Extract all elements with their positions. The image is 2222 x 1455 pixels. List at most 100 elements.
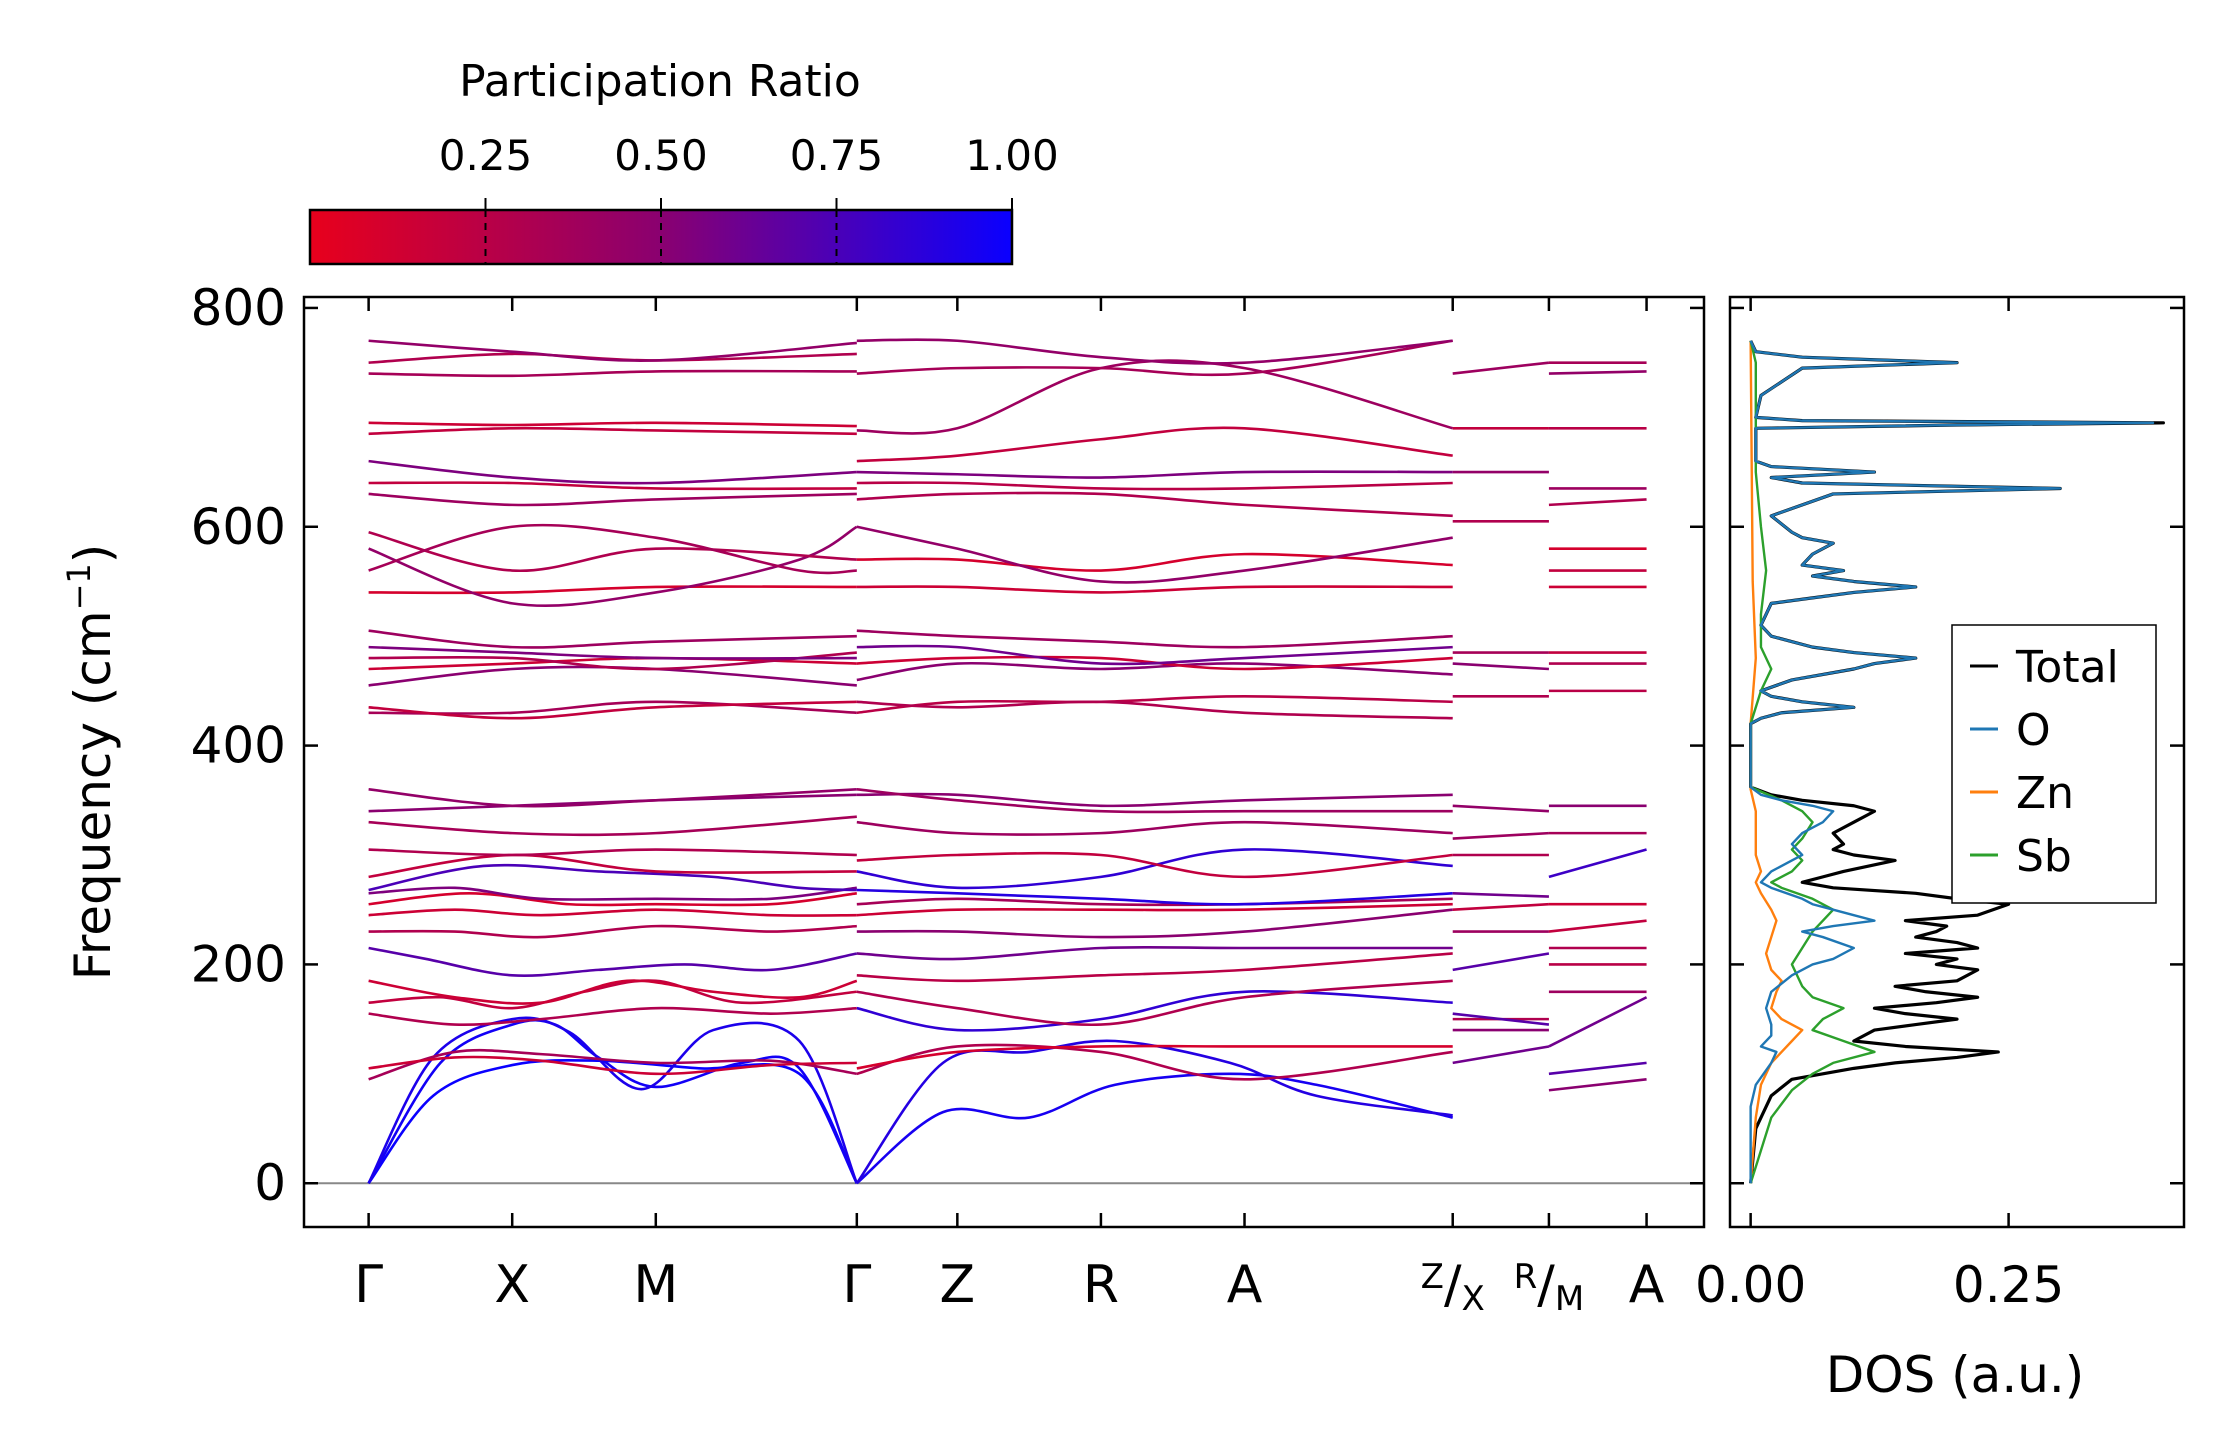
y-tick-label: 800 — [191, 279, 286, 337]
dos-series-zn — [1749, 340, 1804, 1184]
phonon-band — [856, 661, 1453, 682]
k-point-label: R — [1083, 1255, 1119, 1315]
phonon-band — [368, 1055, 857, 1076]
phonon-band — [1452, 361, 1550, 375]
y-axis-label: Frequency (cm−1) — [60, 544, 122, 981]
phonon-band — [367, 1016, 859, 1184]
phonon-band — [368, 700, 857, 720]
phonon-band — [1452, 952, 1550, 972]
phonon-band — [368, 665, 857, 687]
phonon-band — [368, 815, 857, 837]
colorbar: Participation Ratio 0.25 0.50 0.75 1.00 — [308, 56, 1059, 266]
phonon-band — [856, 1043, 1453, 1081]
phonon-band — [368, 848, 857, 857]
dos-panel: 0.00 0.25 DOS (a.u.) Total O Zn Sb — [1695, 295, 2186, 1404]
colorbar-ticks: 0.25 0.50 0.75 1.00 — [439, 131, 1059, 264]
phonon-band — [856, 585, 1453, 594]
phonon-band — [856, 897, 1453, 907]
phonon-band — [856, 792, 1453, 808]
dos-x-tick-label: 0.00 — [1695, 1256, 1806, 1314]
dos-curves — [1749, 340, 2165, 1184]
y-tick-label: 200 — [191, 935, 286, 993]
phonon-band — [1452, 891, 1549, 898]
phonon-band — [856, 552, 1453, 572]
band-axes-frame — [302, 295, 1706, 1229]
dos-x-axis-label: DOS (a.u.) — [1826, 1346, 2085, 1404]
phonon-band — [368, 979, 858, 1005]
colorbar-tick-label: 0.75 — [790, 131, 884, 180]
k-point-label: Z — [940, 1255, 976, 1315]
split-label-upper: R — [1514, 1257, 1538, 1297]
phonon-band — [368, 886, 857, 901]
phonon-band — [856, 491, 1453, 518]
phonon-band — [368, 651, 857, 671]
phonon-band — [368, 788, 857, 808]
y-axis-label-close: ) — [64, 544, 122, 564]
phonon-band — [855, 1072, 1454, 1185]
phonon-band — [856, 481, 1453, 491]
phonon-band — [368, 946, 858, 977]
legend-box — [1951, 624, 2157, 904]
phonon-band — [856, 820, 1453, 836]
split-label-slash: / — [1444, 1255, 1462, 1315]
dos-axes-frame — [1728, 295, 2186, 1229]
split-label-slash: / — [1537, 1255, 1555, 1315]
legend-label: Total — [2015, 642, 2119, 693]
phonon-band — [856, 339, 1453, 377]
phonon-band — [856, 1044, 1453, 1070]
dos-legend: Total O Zn Sb — [1951, 624, 2157, 904]
phonon-band — [368, 1006, 857, 1027]
phonon-band — [856, 990, 1453, 1032]
phonon-band — [368, 369, 857, 378]
phonon-band — [856, 359, 1454, 435]
legend-label: Sb — [2016, 831, 2072, 882]
phonon-band — [856, 655, 1453, 671]
phonon-band — [1548, 1077, 1647, 1092]
phonon-band — [1548, 1061, 1647, 1076]
k-path-labels: Γ X M Γ Z R A AZ/XR/M — [354, 1255, 1665, 1319]
phonon-band — [856, 979, 1453, 1027]
split-label-lower: X — [1461, 1279, 1484, 1319]
phonon-band — [1452, 662, 1549, 671]
phonon-band — [368, 891, 857, 907]
dos-y-ticks — [1730, 306, 2184, 1185]
phonon-band — [368, 908, 857, 917]
phonon-band — [368, 523, 857, 575]
phonon-band — [1548, 848, 1647, 879]
phonon-band — [856, 525, 1453, 584]
phonon-band — [368, 585, 857, 595]
phonon-band — [1548, 370, 1647, 375]
phonon-band — [368, 629, 857, 649]
phonon-band — [856, 788, 1453, 814]
k-point-label: A — [1629, 1255, 1665, 1315]
phonon-band — [368, 339, 857, 362]
phonon-band — [1548, 919, 1647, 933]
phonon-bands — [367, 338, 1648, 1185]
k-point-label: M — [633, 1255, 678, 1315]
phonon-band — [368, 645, 857, 660]
phonon-band — [1452, 1045, 1550, 1065]
k-point-split-label: Z/X — [1421, 1255, 1485, 1319]
dos-x-tick-label: 0.25 — [1953, 1256, 2064, 1314]
phonon-band — [367, 1058, 858, 1185]
phonon-band — [1452, 1012, 1550, 1026]
dos-x-ticks: 0.00 0.25 — [1695, 297, 2064, 1314]
split-label-lower: M — [1555, 1279, 1584, 1319]
phonon-band — [368, 530, 857, 573]
phonon-band — [856, 902, 1453, 917]
phonon-band — [856, 426, 1453, 463]
y-axis-label-main: Frequency (cm — [64, 610, 122, 980]
phonon-band — [367, 1018, 858, 1184]
k-point-label: A — [1227, 1255, 1263, 1315]
legend-label: O — [2016, 705, 2051, 756]
y-tick-label: 400 — [191, 717, 286, 775]
phonon-band — [368, 426, 857, 436]
phonon-band — [856, 700, 1453, 720]
dos-series-o — [1749, 340, 2155, 1184]
phonon-band — [856, 848, 1453, 890]
dos-series-sb — [1749, 340, 1876, 1184]
phonon-band — [368, 863, 857, 892]
phonon-band — [856, 945, 1453, 961]
phonon-band — [856, 470, 1453, 479]
